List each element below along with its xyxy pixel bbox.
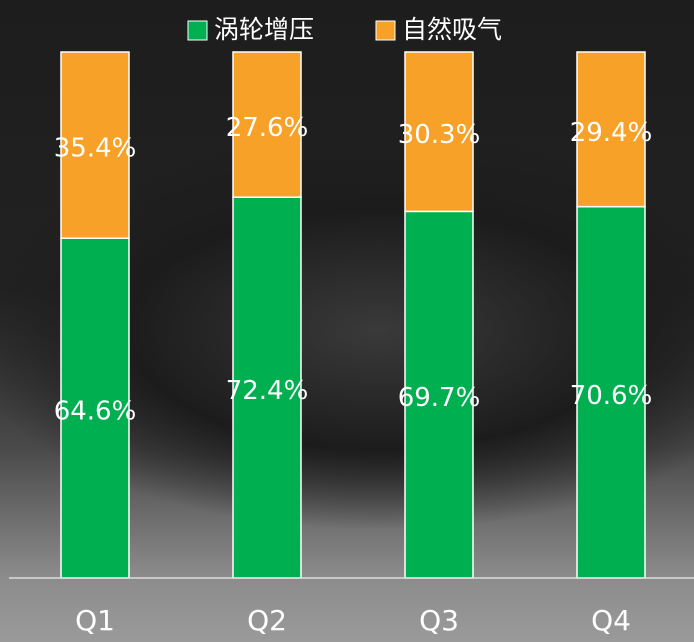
legend-label: 自然吸气 (402, 15, 502, 44)
x-tick-label: Q4 (591, 604, 631, 637)
data-label: 72.4% (226, 376, 309, 406)
legend-label: 涡轮增压 (214, 15, 314, 44)
data-label: 30.3% (398, 120, 481, 150)
data-label: 27.6% (226, 113, 309, 143)
data-label: 29.4% (570, 118, 653, 148)
data-label: 64.6% (54, 397, 137, 427)
legend-swatch (376, 21, 395, 40)
x-tick-label: Q3 (419, 604, 459, 637)
legend-swatch (188, 21, 207, 40)
page: 涡轮增压 自然吸气 64.6% 35.4% Q1 72.4% 27.6% Q2 69.7% 30.… (0, 0, 694, 642)
data-label: 69.7% (398, 383, 481, 413)
data-label: 70.6% (570, 381, 653, 411)
chart: 涡轮增压 自然吸气 64.6% 35.4% Q1 72.4% 27.6% Q2 69.7% 30.… (0, 0, 694, 642)
data-label: 35.4% (54, 134, 137, 164)
x-tick-label: Q2 (247, 604, 287, 637)
x-tick-label: Q1 (75, 604, 115, 637)
